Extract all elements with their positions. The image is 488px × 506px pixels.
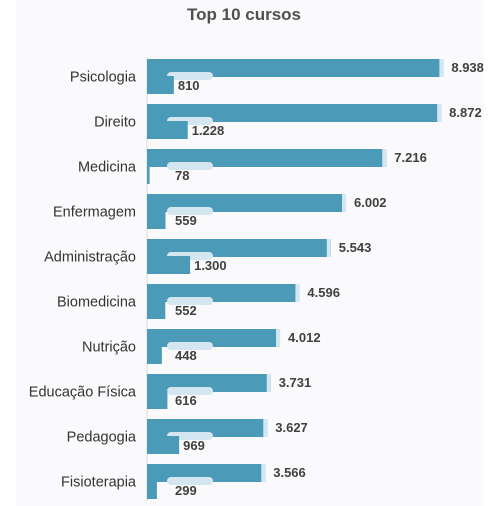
category-label: Medicina (78, 160, 137, 176)
bar (147, 436, 180, 454)
bar (147, 346, 162, 364)
bar (147, 166, 150, 184)
value-label: 7.216 (394, 150, 427, 165)
value-label-pill (167, 162, 213, 170)
value-label: 5.543 (339, 240, 372, 255)
bar-end-highlight (263, 419, 268, 437)
bar (147, 104, 442, 122)
value-label: 3.627 (275, 420, 308, 435)
value-label: 1.228 (192, 123, 225, 138)
bar-end-highlight (439, 59, 444, 77)
bar (147, 211, 166, 229)
category-label: Psicologia (70, 70, 137, 86)
bar (147, 256, 191, 274)
bar-end-highlight (261, 464, 266, 482)
value-label: 78 (175, 168, 189, 183)
bar (147, 301, 166, 319)
chart-title: Top 10 cursos (187, 5, 301, 24)
bar-end-highlight (437, 104, 442, 122)
value-label-pill (167, 342, 213, 350)
bar (147, 329, 281, 347)
category-label: Biomedicina (57, 295, 137, 311)
value-label: 4.596 (307, 285, 340, 300)
bar-end-highlight (295, 284, 300, 302)
value-label: 3.566 (273, 465, 306, 480)
value-label-pill (167, 207, 213, 215)
category-label: Direito (94, 115, 136, 131)
value-label: 6.002 (354, 195, 387, 210)
value-label: 1.300 (194, 258, 227, 273)
value-label: 4.012 (288, 330, 321, 345)
value-label: 810 (178, 78, 200, 93)
value-label-pill (167, 477, 213, 485)
category-label: Enfermagem (53, 205, 136, 221)
value-label: 299 (175, 483, 197, 498)
value-label: 559 (175, 213, 197, 228)
category-label: Fisioterapia (61, 475, 137, 491)
category-label: Pedagogia (67, 430, 137, 446)
category-label: Educação Física (29, 385, 137, 401)
value-label-pill (167, 387, 213, 395)
value-label: 616 (175, 393, 197, 408)
value-label: 448 (175, 348, 197, 363)
value-label: 3.731 (279, 375, 312, 390)
value-label: 8.938 (451, 60, 484, 75)
bar (147, 59, 444, 77)
bar-end-highlight (266, 374, 271, 392)
value-label-pill (167, 297, 213, 305)
bar-end-highlight (326, 239, 331, 257)
value-label: 8.872 (449, 105, 482, 120)
bar-end-highlight (342, 194, 347, 212)
bar-end-highlight (276, 329, 281, 347)
bar-end-highlight (382, 149, 387, 167)
value-label: 552 (175, 303, 197, 318)
bar (147, 76, 174, 94)
bar (147, 121, 188, 139)
category-label: Nutrição (82, 340, 136, 356)
value-label-pill (167, 72, 213, 80)
category-label: Administração (44, 250, 136, 266)
value-label: 969 (183, 438, 205, 453)
bar (147, 481, 157, 499)
bar (147, 391, 168, 409)
